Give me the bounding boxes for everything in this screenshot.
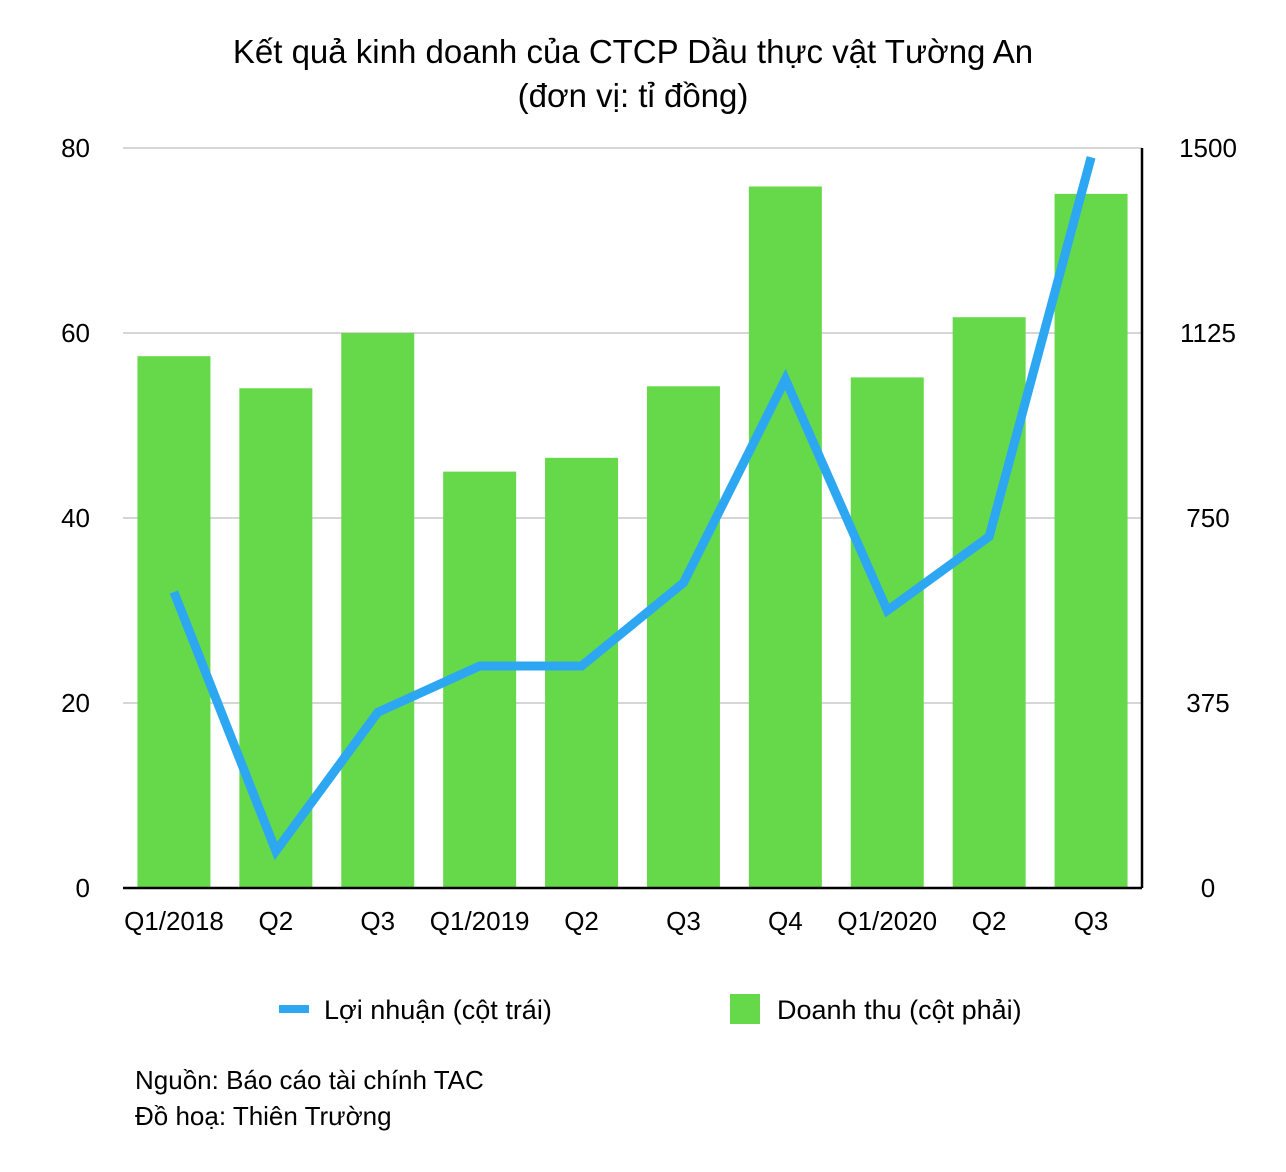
left-axis-ticks: 0 20 40 60 80 (61, 133, 90, 903)
x-tick-label: Q2 (564, 906, 599, 936)
x-tick-label: Q2 (259, 906, 294, 936)
revenue-bars (137, 186, 1128, 889)
legend-bar-swatch (730, 994, 760, 1024)
x-tick-label: Q2 (972, 906, 1007, 936)
right-tick-label: 0 (1201, 873, 1215, 903)
profit-line (169, 156, 1096, 861)
revenue-bar (137, 356, 211, 889)
chart-title: Kết quả kinh doanh của CTCP Dầu thực vật… (233, 33, 1033, 70)
revenue-bar (1054, 193, 1128, 888)
revenue-bar (239, 388, 313, 888)
left-tick-label: 20 (61, 688, 90, 718)
left-tick-label: 0 (76, 873, 90, 903)
right-tick-label: 375 (1186, 688, 1229, 718)
right-tick-label: 1500 (1179, 133, 1237, 163)
revenue-bar (341, 333, 415, 888)
x-tick-label: Q1/2020 (837, 906, 937, 936)
right-tick-label: 750 (1186, 503, 1229, 533)
right-axis-ticks: 0 375 750 1125 1500 (1179, 133, 1237, 903)
right-tick-label: 1125 (1180, 318, 1236, 348)
profit-line-series (169, 156, 1096, 861)
credit-text: Đồ hoạ: Thiên Trường (135, 1101, 392, 1131)
legend-label-revenue: Doanh thu (cột phải) (777, 995, 1022, 1025)
left-tick-label: 80 (61, 133, 90, 163)
x-tick-label: Q3 (360, 906, 395, 936)
left-tick-label: 40 (61, 503, 90, 533)
revenue-bar (850, 377, 924, 888)
x-tick-label: Q1/2019 (430, 906, 530, 936)
legend-label-profit: Lợi nhuận (cột trái) (324, 995, 552, 1025)
revenue-bar (952, 317, 1026, 888)
chart-subtitle: (đơn vị: tỉ đồng) (518, 77, 749, 114)
left-tick-label: 60 (61, 318, 90, 348)
x-tick-label: Q4 (768, 906, 803, 936)
revenue-bar (748, 186, 822, 889)
source-text: Nguồn: Báo cáo tài chính TAC (135, 1065, 484, 1095)
legend: Lợi nhuận (cột trái) Doanh thu (cột phải… (279, 994, 1022, 1025)
x-axis-ticks: Q1/2018 Q2 Q3 Q1/2019 Q2 Q3 Q4 Q1/2020 Q2 Q3 (124, 906, 1108, 936)
revenue-bar (646, 386, 720, 888)
x-tick-label: Q3 (1074, 906, 1109, 936)
axes (123, 148, 1144, 890)
x-tick-label: Q3 (666, 906, 701, 936)
revenue-bar (545, 457, 619, 888)
x-tick-label: Q1/2018 (124, 906, 224, 936)
